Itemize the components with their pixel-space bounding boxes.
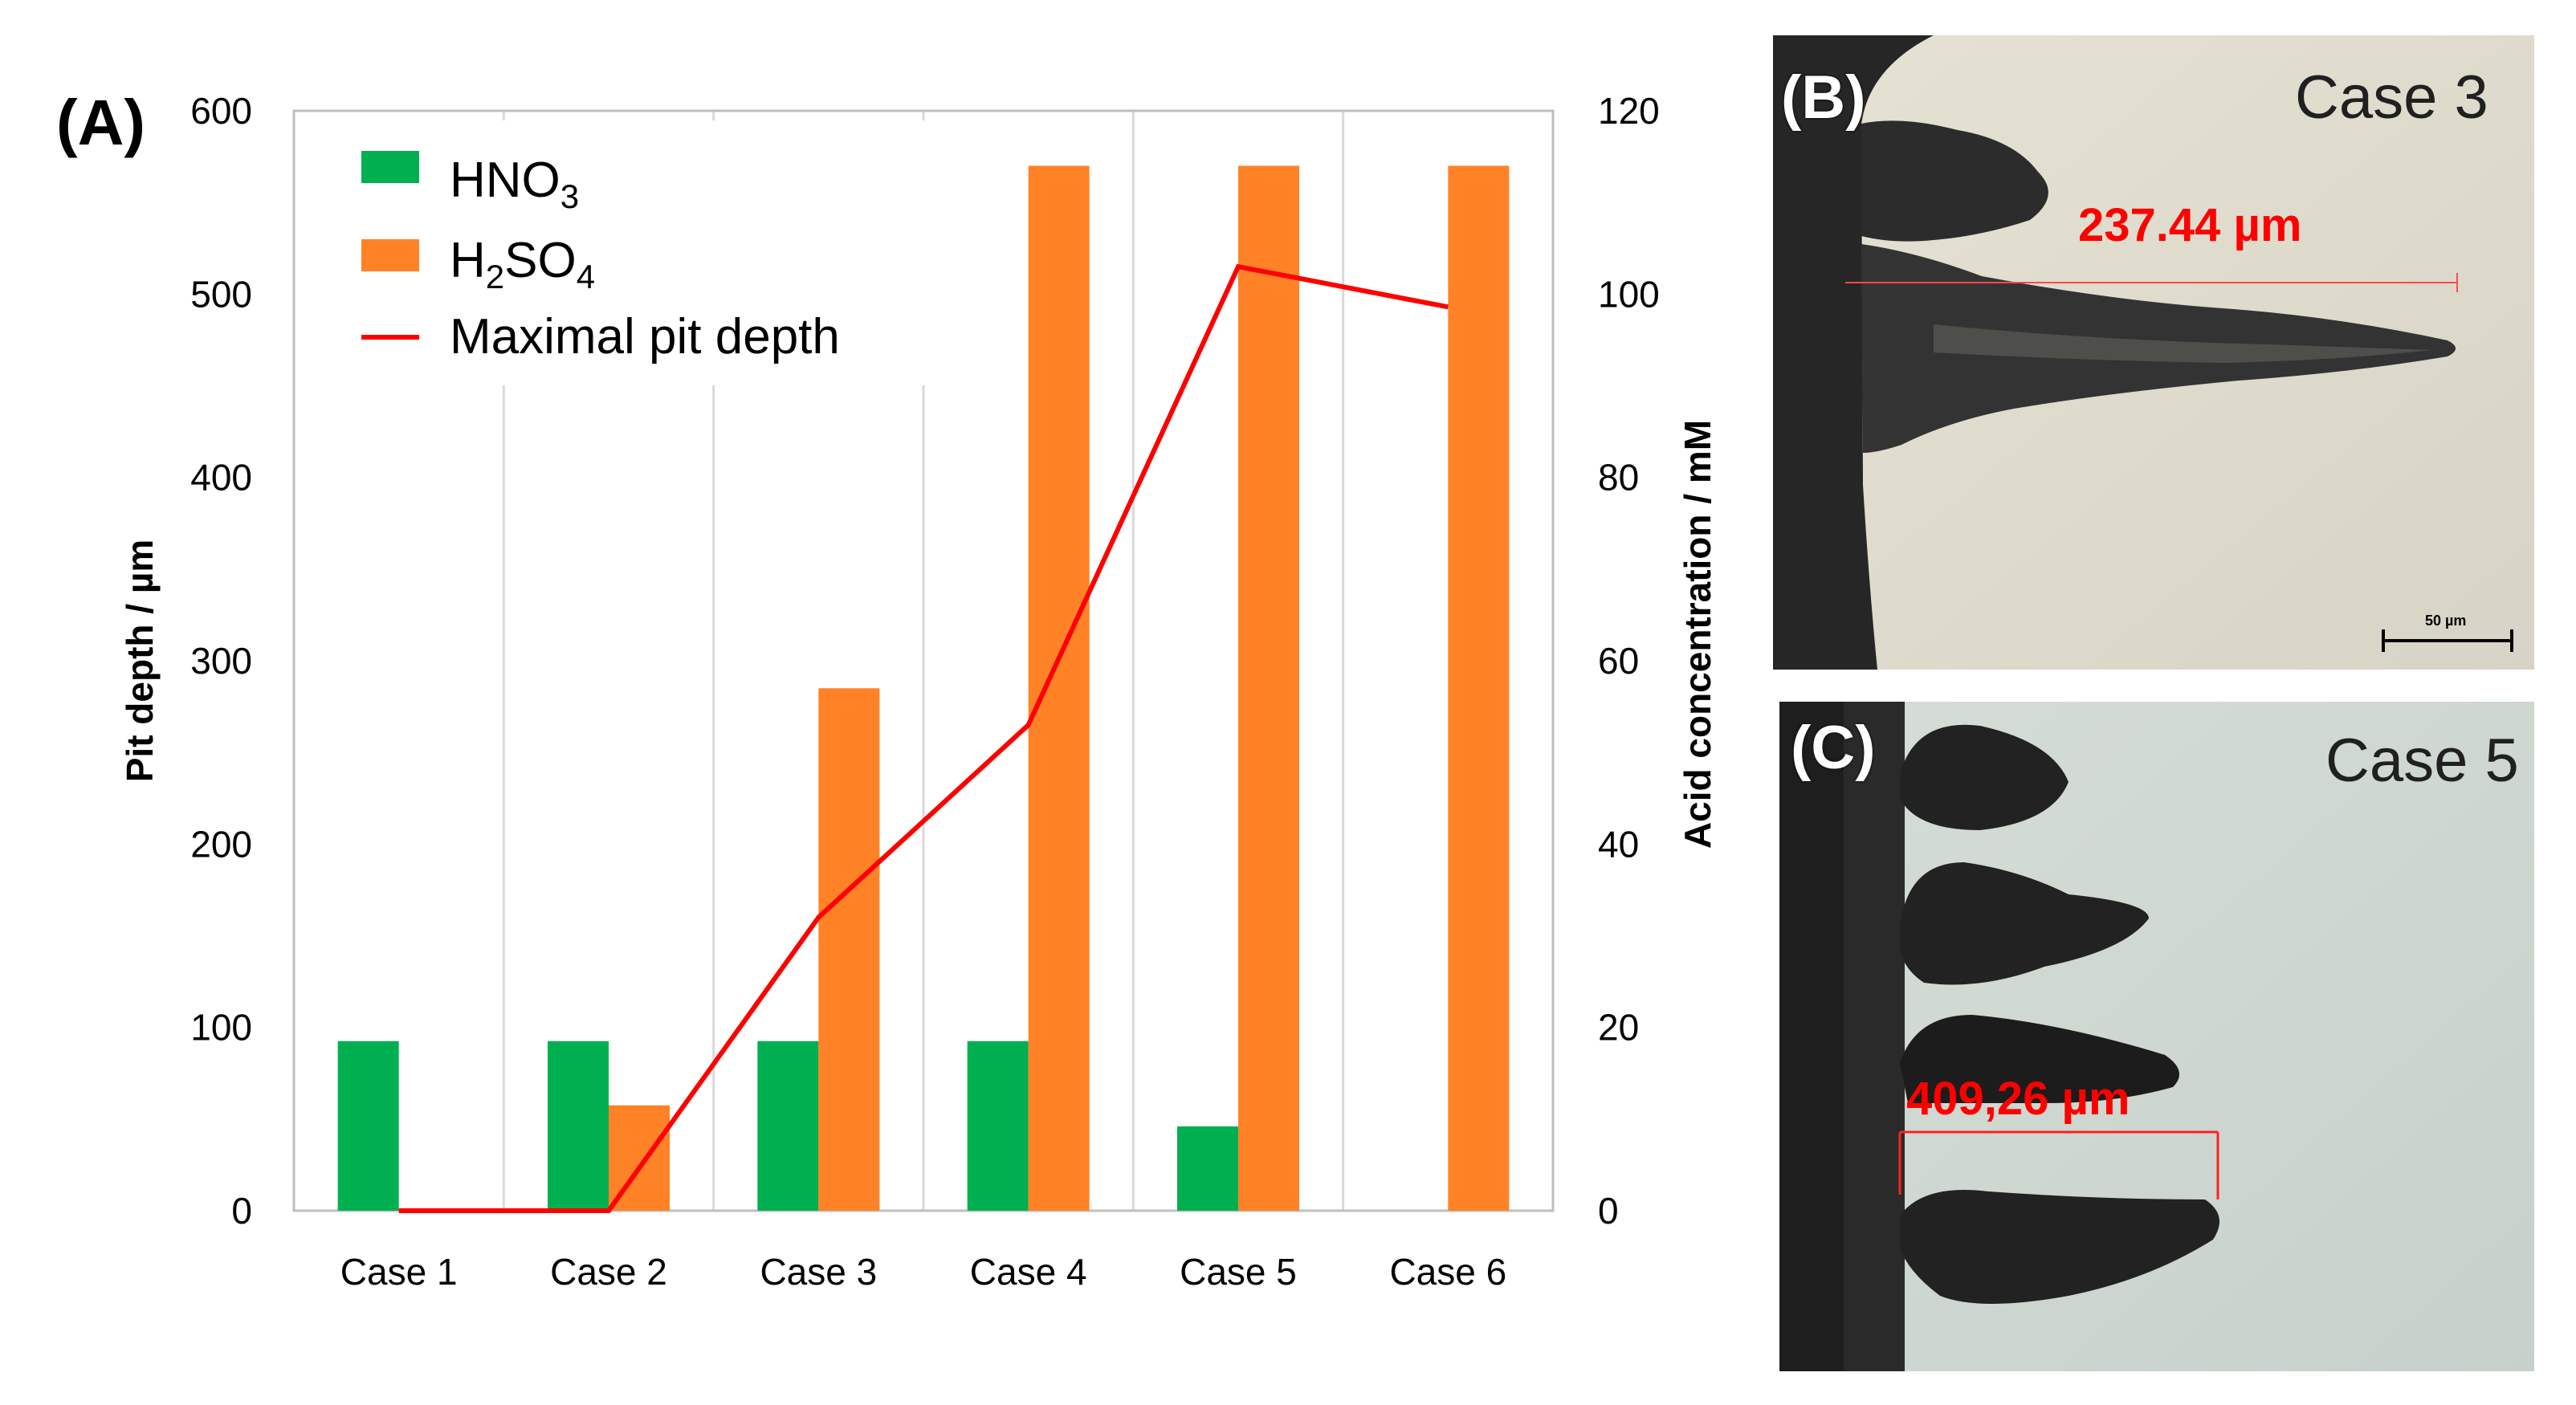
- scalebar-50um: 50 µm: [2425, 613, 2467, 629]
- right-tick-label: 100: [1598, 273, 1660, 315]
- case-5-label: Case 5: [2325, 727, 2519, 795]
- legend-h2so4: H2SO4: [450, 233, 595, 295]
- left-tick-label: 600: [190, 90, 252, 132]
- left-tick-label: 300: [190, 640, 252, 682]
- x-tick-label: Case 4: [970, 1251, 1087, 1293]
- bar-h2so4-case-4: [1028, 165, 1090, 1211]
- left-axis-ticks: 0 100 200 300 400 500 600: [190, 90, 252, 1232]
- bar-h2so4-case-3: [818, 688, 880, 1211]
- micrograph-c-image: [1779, 702, 2534, 1371]
- pit-depth-line: [398, 263, 1449, 1213]
- bar-hno3-case-3: [757, 1041, 819, 1211]
- right-axis-label: Acid concentration / mM: [1677, 420, 1718, 849]
- x-tick-label: Case 6: [1389, 1251, 1506, 1293]
- left-tick-label: 500: [190, 273, 252, 315]
- legend-swatch-h2so4: [361, 239, 419, 271]
- micrograph-case-3: (B) Case 3 237.44 µm 50 µm: [1773, 35, 2534, 670]
- bar-h2so4-case-6: [1448, 165, 1510, 1211]
- micrograph-case-5: (C) Case 5 409,26 µm: [1779, 702, 2534, 1371]
- x-tick-label: Case 2: [550, 1251, 667, 1293]
- legend-swatch-hno3: [361, 151, 419, 183]
- right-tick-label: 40: [1598, 823, 1639, 865]
- panel-c-label: (C): [1791, 714, 1876, 782]
- measurement-237: 237.44 µm: [2078, 199, 2302, 251]
- pit-depth-polyline: [398, 263, 1449, 1213]
- bars: [337, 165, 1510, 1211]
- right-tick-label: 120: [1598, 90, 1660, 132]
- bar-hno3-case-2: [548, 1041, 609, 1211]
- bar-h2so4-case-5: [1238, 165, 1299, 1211]
- left-axis-label: Pit depth / µm: [119, 540, 161, 783]
- x-axis-ticks: Case 1 Case 2 Case 3 Case 4 Case 5 Case 6: [340, 1251, 1506, 1293]
- left-tick-label: 100: [190, 1007, 252, 1049]
- bar-hno3-case-4: [967, 1041, 1029, 1211]
- left-tick-label: 200: [190, 823, 252, 865]
- right-axis-ticks: 0 20 40 60 80 100 120: [1598, 90, 1660, 1232]
- right-tick-label: 80: [1598, 457, 1639, 499]
- bar-hno3-case-1: [337, 1041, 399, 1211]
- legend-pit-depth: Maximal pit depth: [450, 309, 840, 364]
- plot-area-frame: [292, 109, 1555, 1212]
- panel-a-label: (A): [56, 87, 145, 158]
- right-tick-label: 20: [1598, 1007, 1639, 1049]
- measurement-409: 409,26 µm: [1906, 1073, 2130, 1125]
- x-tick-label: Case 1: [340, 1251, 458, 1293]
- case-3-label: Case 3: [2295, 63, 2488, 132]
- panel-b-label: (B): [1781, 63, 1866, 132]
- legend-hno3: HNO3: [450, 153, 579, 215]
- bar-hno3-case-5: [1177, 1126, 1238, 1211]
- x-tick-label: Case 3: [760, 1251, 877, 1293]
- right-tick-label: 60: [1598, 640, 1639, 682]
- micrograph-b-image: [1773, 35, 2534, 670]
- legend: HNO3 H2SO4 Maximal pit depth: [318, 120, 928, 385]
- left-tick-label: 400: [190, 457, 252, 499]
- right-tick-label: 0: [1598, 1190, 1619, 1232]
- left-tick-label: 0: [231, 1190, 252, 1232]
- x-tick-label: Case 5: [1180, 1251, 1297, 1293]
